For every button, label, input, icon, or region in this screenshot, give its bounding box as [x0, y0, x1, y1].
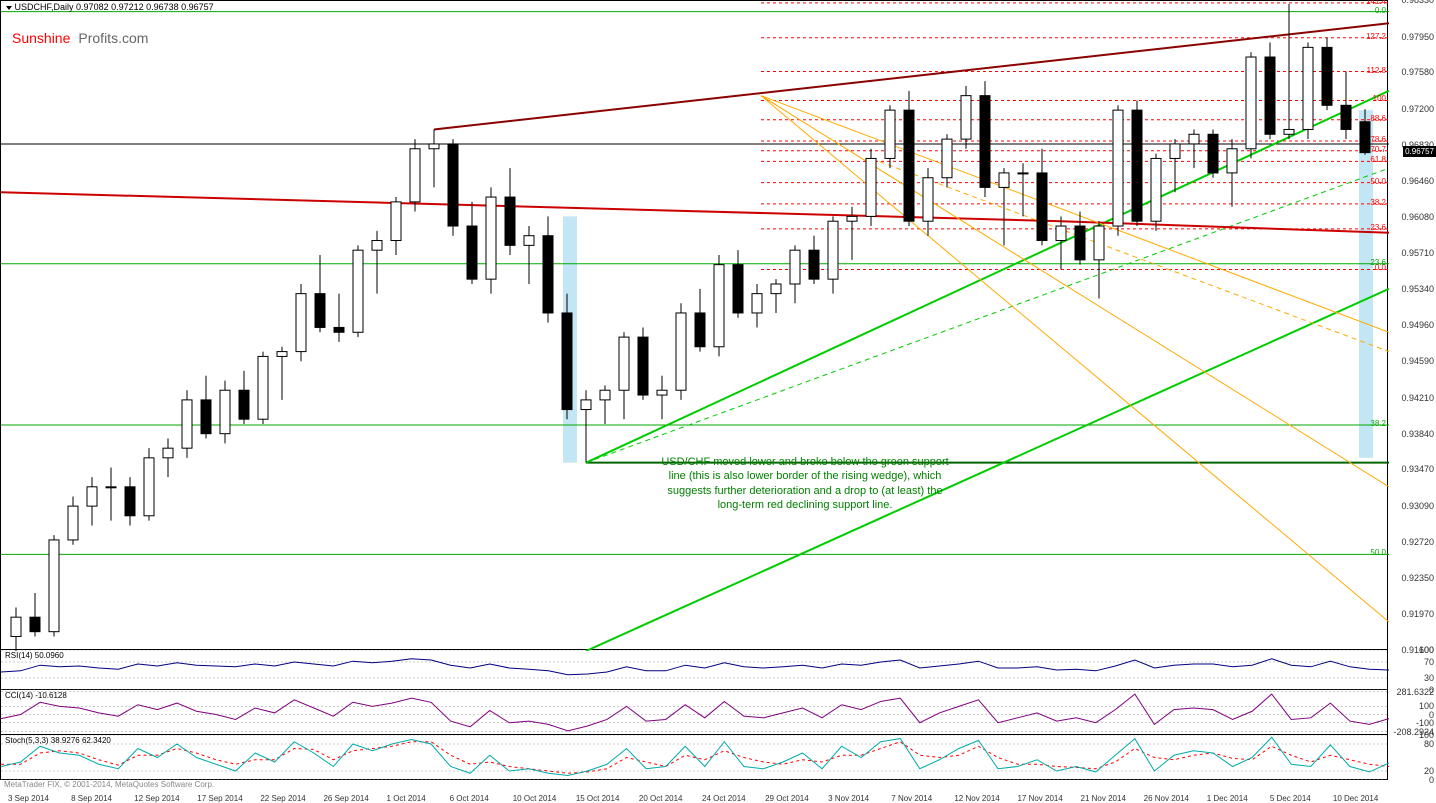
dropdown-icon — [6, 6, 12, 10]
copyright: MetaTrader FIX, © 2001-2014, MetaQuotes … — [4, 780, 214, 789]
stoch-chart — [1, 735, 1389, 780]
date-axis: 3 Sep 20148 Sep 201412 Sep 201417 Sep 20… — [0, 791, 1388, 803]
rsi-panel[interactable]: RSI(14) 50.0960 — [0, 650, 1388, 690]
chart-overlay — [1, 1, 1389, 651]
watermark: Sunshine Profits.com — [12, 30, 148, 46]
symbol-ohlc: 0.97082 0.97212 0.96738 0.96757 — [76, 2, 214, 12]
symbol-label[interactable]: USDCHF,Daily 0.97082 0.97212 0.96738 0.9… — [4, 2, 214, 12]
cci-chart — [1, 690, 1389, 735]
symbol-name: USDCHF,Daily — [15, 2, 74, 12]
rsi-chart — [1, 650, 1389, 690]
cci-label: CCI(14) -10.6128 — [5, 691, 67, 700]
stoch-panel[interactable]: Stoch(5,3,3) 38.9276 62.3420 — [0, 735, 1388, 780]
stoch-label: Stoch(5,3,3) 38.9276 62.3420 — [5, 736, 111, 745]
watermark-1: Sunshine — [12, 30, 70, 46]
annotation-text: USD/CHF moved lower and broke below the … — [610, 455, 1000, 512]
main-chart[interactable] — [0, 0, 1388, 650]
cci-panel[interactable]: CCI(14) -10.6128 — [0, 690, 1388, 735]
rsi-label: RSI(14) 50.0960 — [5, 651, 64, 660]
current-price: 0.96757 — [1403, 146, 1436, 157]
price-axis: 0.983300.979500.975800.972000.968300.964… — [1388, 0, 1436, 803]
watermark-2: Profits.com — [78, 30, 148, 46]
